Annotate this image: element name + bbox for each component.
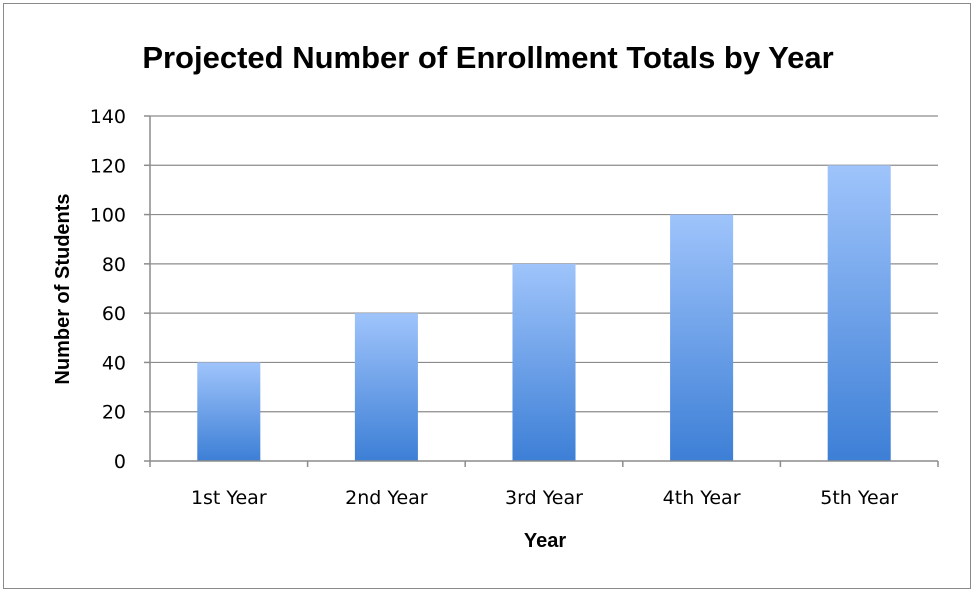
- chart-title: Projected Number of Enrollment Totals by…: [142, 40, 833, 75]
- y-tick-label: 20: [102, 402, 126, 424]
- y-tick-label: 0: [114, 451, 126, 473]
- bar-4: [670, 214, 734, 461]
- y-axis-title: Number of Students: [52, 193, 74, 384]
- y-tick-label: 120: [90, 155, 126, 177]
- x-tick-label: 2nd Year: [345, 487, 428, 509]
- x-tick-label: 3rd Year: [505, 487, 583, 509]
- axes: [144, 115, 939, 467]
- y-tick-label: 80: [102, 254, 126, 276]
- y-tick-label: 100: [90, 205, 126, 227]
- y-tick-labels: 0 20 40 60 80 100 120 140: [90, 106, 126, 473]
- bar-3: [512, 263, 576, 461]
- y-tick-label: 60: [102, 303, 126, 325]
- y-tick-label: 140: [90, 106, 126, 128]
- x-tick-label: 5th Year: [820, 487, 898, 509]
- x-axis-title: Year: [524, 530, 566, 552]
- bar-5: [827, 165, 891, 462]
- x-tick-label: 1st Year: [191, 487, 267, 509]
- bars: [197, 165, 891, 462]
- chart-frame: [3, 3, 971, 589]
- y-tick-label: 40: [102, 352, 126, 374]
- bar-1: [197, 362, 261, 461]
- x-tick-labels: 1st Year 2nd Year 3rd Year 4th Year 5th Year: [191, 487, 898, 509]
- gridlines: [150, 115, 938, 413]
- x-tick-label: 4th Year: [663, 487, 741, 509]
- bar-2: [354, 313, 418, 461]
